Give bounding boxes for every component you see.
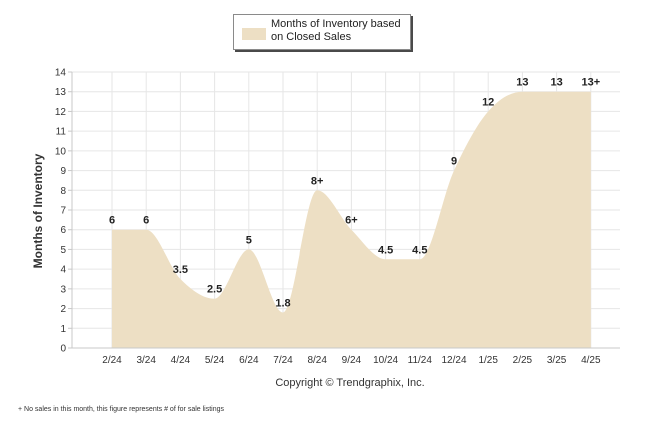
area-series xyxy=(112,91,591,348)
y-axis-title: Months of Inventory xyxy=(31,153,45,268)
y-tick-label: 9 xyxy=(60,166,66,177)
y-tick-label: 4 xyxy=(60,265,66,276)
x-tick-label: 11/24 xyxy=(408,355,433,366)
x-tick-label: 3/25 xyxy=(547,355,567,366)
inventory-area xyxy=(112,91,591,348)
y-tick-label: 2 xyxy=(60,304,66,315)
data-labels: 6 6 3.5 2.5 5 1.8 8+ 6+ 4.5 4.5 9 12 13 13 13+ xyxy=(109,77,600,310)
y-tick-label: 5 xyxy=(60,245,66,256)
legend-label: Months of Inventory based on Closed Sale… xyxy=(271,18,401,43)
data-label: 13+ xyxy=(581,77,600,89)
x-tick-label: 2/25 xyxy=(513,355,533,366)
data-label: 8+ xyxy=(311,175,324,187)
copyright-credit: Copyright © Trendgraphix, Inc. xyxy=(275,377,425,389)
x-tick-label: 1/25 xyxy=(478,355,498,366)
x-tick-label: 12/24 xyxy=(441,355,466,366)
data-label: 4.5 xyxy=(412,244,427,256)
y-tick-label: 14 xyxy=(55,68,67,79)
data-label: 2.5 xyxy=(207,284,222,296)
data-label: 6 xyxy=(109,215,115,227)
y-tick-label: 8 xyxy=(60,186,66,197)
y-tick-label: 6 xyxy=(60,225,66,236)
data-label: 13 xyxy=(516,77,528,89)
x-tick-label: 8/24 xyxy=(307,355,327,366)
x-tick-label: 7/24 xyxy=(273,355,293,366)
x-tick-label: 9/24 xyxy=(342,355,362,366)
x-tick-label: 5/24 xyxy=(205,355,225,366)
data-label: 1.8 xyxy=(275,298,290,310)
data-label: 13 xyxy=(550,77,562,89)
y-tick-label: 7 xyxy=(60,206,66,217)
x-tick-label: 4/25 xyxy=(581,355,601,366)
legend: Months of Inventory based on Closed Sale… xyxy=(233,14,411,50)
data-label: 3.5 xyxy=(173,264,188,276)
data-label: 4.5 xyxy=(378,244,393,256)
y-tick-label: 11 xyxy=(56,127,67,138)
y-tick-label: 10 xyxy=(55,146,67,157)
y-tick-label: 3 xyxy=(60,284,66,295)
x-tick-label: 3/24 xyxy=(136,355,156,366)
data-label: 5 xyxy=(246,234,252,246)
x-tick-label: 10/24 xyxy=(373,355,398,366)
y-tick-label: 12 xyxy=(55,107,67,118)
x-tick-label: 4/24 xyxy=(171,355,191,366)
y-tick-label: 13 xyxy=(55,87,67,98)
data-label: 12 xyxy=(482,96,494,108)
data-label: 6 xyxy=(143,215,149,227)
y-tick-label: 0 xyxy=(60,344,66,355)
x-tick-label: 2/24 xyxy=(102,355,122,366)
data-label: 6+ xyxy=(345,215,358,227)
data-label: 9 xyxy=(451,156,457,168)
x-tick-label: 6/24 xyxy=(239,355,259,366)
footnote: + No sales in this month, this figure re… xyxy=(18,406,225,413)
legend-swatch xyxy=(242,28,266,40)
y-tick-label: 1 xyxy=(60,324,66,335)
